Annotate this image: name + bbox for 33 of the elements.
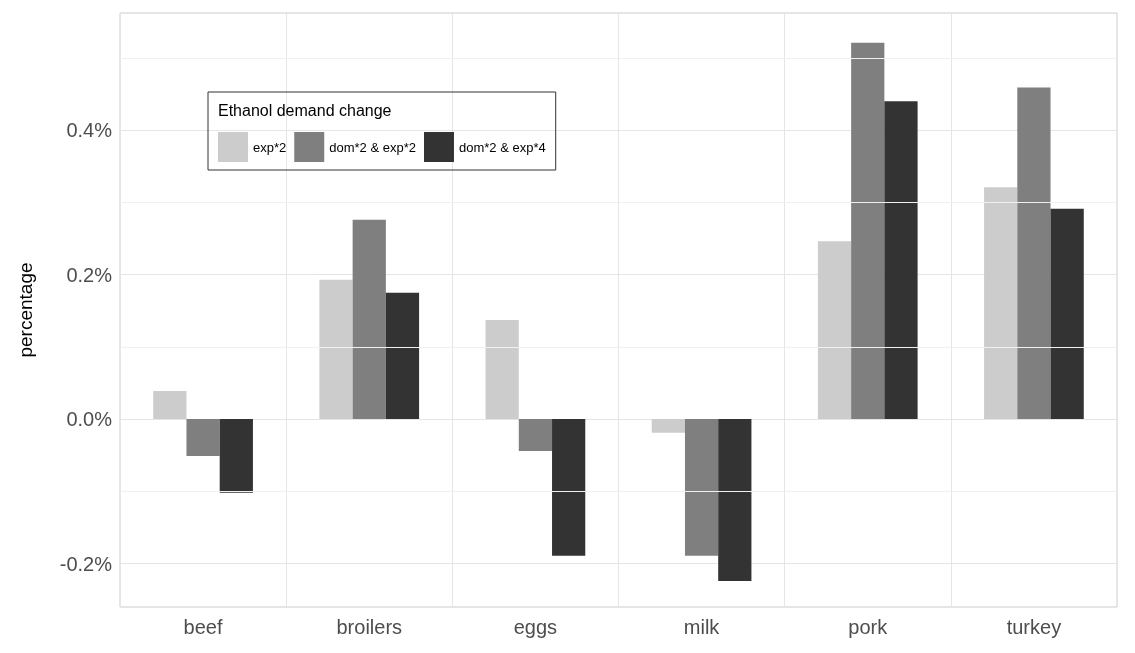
bar (518, 419, 553, 451)
y-axis-title: percentage (15, 262, 36, 358)
bar (684, 419, 719, 556)
y-tick-label: 0.0% (66, 408, 113, 431)
bar (651, 419, 685, 433)
bar (851, 42, 885, 420)
bar (817, 241, 852, 420)
x-tick-label: beef (183, 616, 223, 638)
bar (352, 219, 386, 420)
y-tick-label: 0.4% (66, 119, 113, 142)
x-tick-label: milk (683, 616, 721, 638)
bar (552, 419, 586, 556)
y-tick-label: -0.2% (59, 552, 113, 575)
bar (718, 419, 752, 581)
bar (186, 419, 220, 456)
bar (984, 187, 1018, 420)
bar (485, 320, 519, 420)
bar (219, 419, 253, 493)
bar (1017, 87, 1051, 420)
legend-label: exp*2 (253, 139, 287, 155)
x-tick-label: broilers (336, 616, 403, 638)
bar (385, 292, 420, 420)
bar (1050, 208, 1084, 420)
bar (884, 101, 918, 420)
x-tick-label: pork (848, 616, 889, 638)
legend-label: dom*2 & exp*2 (329, 139, 416, 155)
bar (153, 390, 187, 420)
x-tick-label: eggs (513, 616, 558, 638)
legend-title: Ethanol demand change (218, 101, 392, 119)
y-tick-label: 0.2% (66, 263, 113, 286)
legend-label: dom*2 & exp*4 (458, 139, 546, 155)
bar (319, 279, 353, 420)
x-tick-label: turkey (1006, 616, 1062, 638)
